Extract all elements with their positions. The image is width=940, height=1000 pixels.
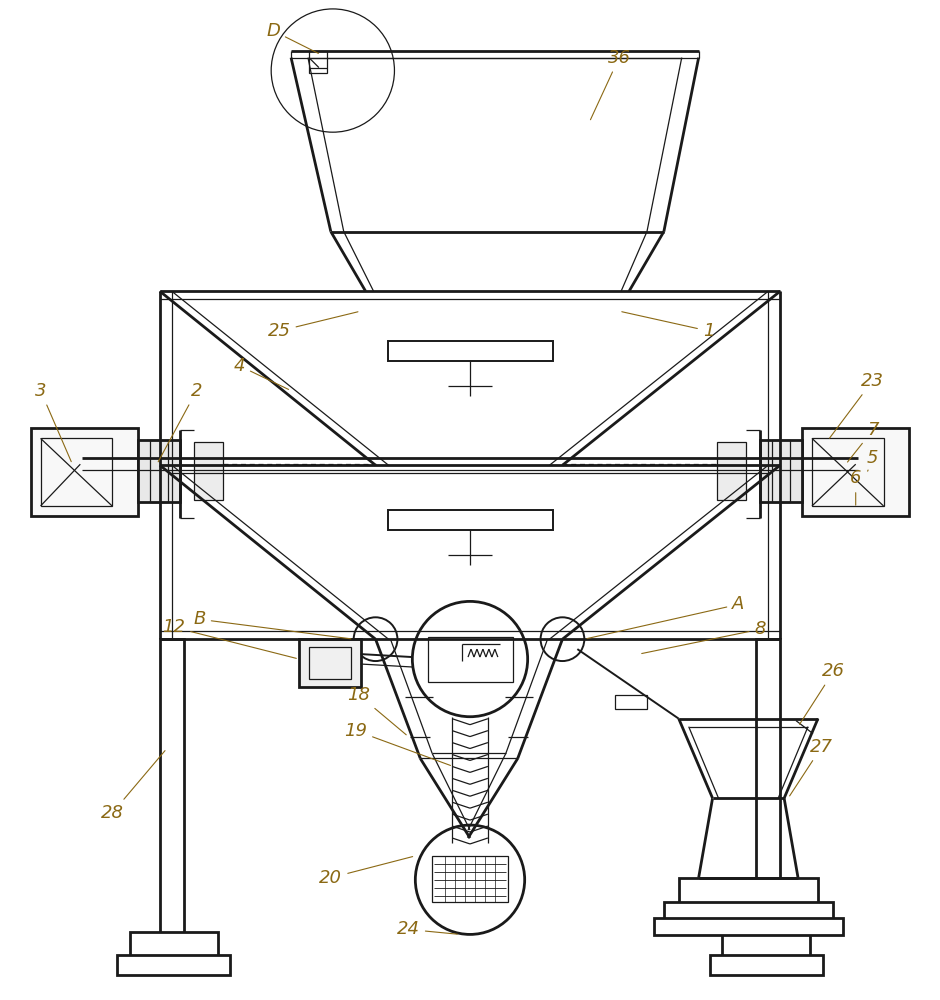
Bar <box>309 51 327 73</box>
Bar <box>149 440 168 502</box>
Bar <box>723 932 810 960</box>
Circle shape <box>540 617 585 661</box>
Text: 2: 2 <box>158 382 202 462</box>
Bar <box>194 442 224 500</box>
Bar <box>118 955 230 975</box>
Bar <box>388 510 553 530</box>
Bar <box>138 440 180 502</box>
Text: B: B <box>194 610 351 639</box>
Bar <box>615 695 647 709</box>
Bar <box>802 428 909 516</box>
Text: 7: 7 <box>848 421 878 462</box>
Bar <box>40 438 112 506</box>
Text: 25: 25 <box>268 312 358 340</box>
Bar <box>432 856 508 902</box>
Text: 8: 8 <box>642 620 766 654</box>
Bar <box>812 438 884 506</box>
Bar <box>309 647 351 679</box>
Bar <box>716 442 746 500</box>
Circle shape <box>413 601 527 717</box>
Bar <box>679 878 818 906</box>
Bar <box>757 639 780 937</box>
Bar <box>772 440 791 502</box>
Bar <box>299 639 361 687</box>
Bar <box>664 902 833 921</box>
Text: 4: 4 <box>234 357 289 389</box>
Bar <box>388 341 553 361</box>
Text: 36: 36 <box>590 49 631 120</box>
Circle shape <box>353 617 398 661</box>
Text: 24: 24 <box>397 920 457 938</box>
Bar <box>160 639 183 937</box>
Text: 3: 3 <box>35 382 71 462</box>
Text: 12: 12 <box>163 618 296 658</box>
Text: 26: 26 <box>800 662 845 724</box>
Text: 18: 18 <box>347 686 406 735</box>
Bar <box>31 428 138 516</box>
Text: 6: 6 <box>850 469 861 505</box>
Text: 1: 1 <box>622 312 714 340</box>
Text: 27: 27 <box>790 738 834 796</box>
Text: 5: 5 <box>867 449 878 471</box>
Text: D: D <box>266 22 319 53</box>
Bar <box>429 637 512 682</box>
Bar <box>710 955 822 975</box>
Bar <box>130 932 217 960</box>
Text: 19: 19 <box>344 722 450 765</box>
Text: 20: 20 <box>320 857 413 887</box>
Bar <box>760 440 802 502</box>
Circle shape <box>415 825 525 934</box>
Bar <box>654 918 843 935</box>
Text: A: A <box>587 595 744 639</box>
Text: 28: 28 <box>101 751 165 822</box>
Text: 23: 23 <box>829 372 885 438</box>
